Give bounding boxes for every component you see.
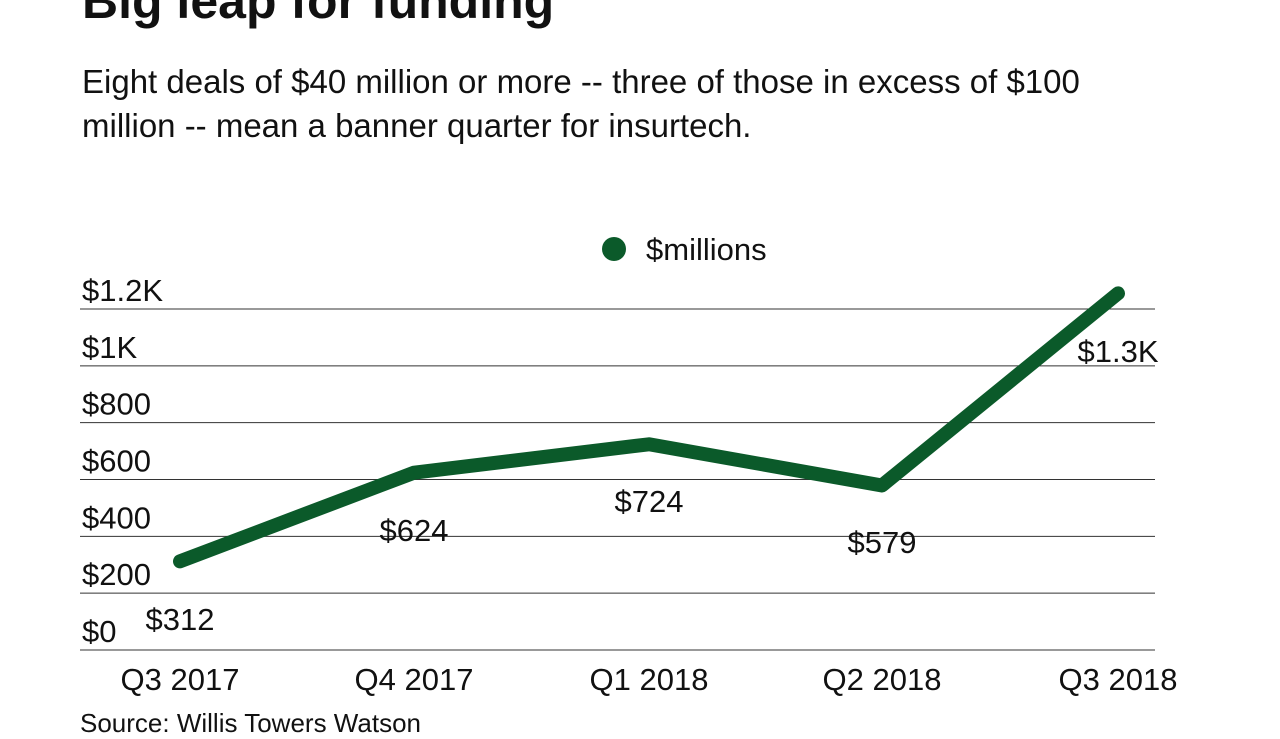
source-note: Source: Willis Towers Watson [80,708,421,738]
data-label: $579 [848,525,917,560]
data-label: $624 [380,513,449,548]
y-tick-label: $1.2K [82,273,163,308]
chart-title: Big leap for funding [82,0,555,29]
data-label: $1.3K [1077,334,1158,369]
data-point [179,560,181,563]
series-line [173,286,1125,569]
y-tick-label: $200 [82,557,151,592]
y-tick-label: $0 [82,614,116,649]
data-label: $312 [146,602,215,637]
y-tick-label: $600 [82,444,151,479]
data-point [1117,292,1119,295]
legend-marker [602,237,626,261]
chart-subtitle: Eight deals of $40 million or more -- th… [82,63,1080,144]
x-tick-label: Q4 2017 [355,662,474,697]
y-tick-label: $800 [82,387,151,422]
x-tick-label: Q2 2018 [823,662,942,697]
data-point [648,443,650,446]
x-tick-label: Q3 2017 [121,662,240,697]
x-tick-label: Q3 2018 [1059,662,1178,697]
data-point [413,471,415,474]
y-tick-label: $400 [82,500,151,535]
x-tick-label: Q1 2018 [590,662,709,697]
y-tick-label: $1K [82,330,137,365]
line-chart: $0 $200 $400 $600 $800 $1K $1.2K Q3 2017 Q4 2017… [80,232,1178,697]
legend-label: $millions [646,232,767,267]
data-point [881,484,883,487]
data-label: $724 [615,484,684,519]
